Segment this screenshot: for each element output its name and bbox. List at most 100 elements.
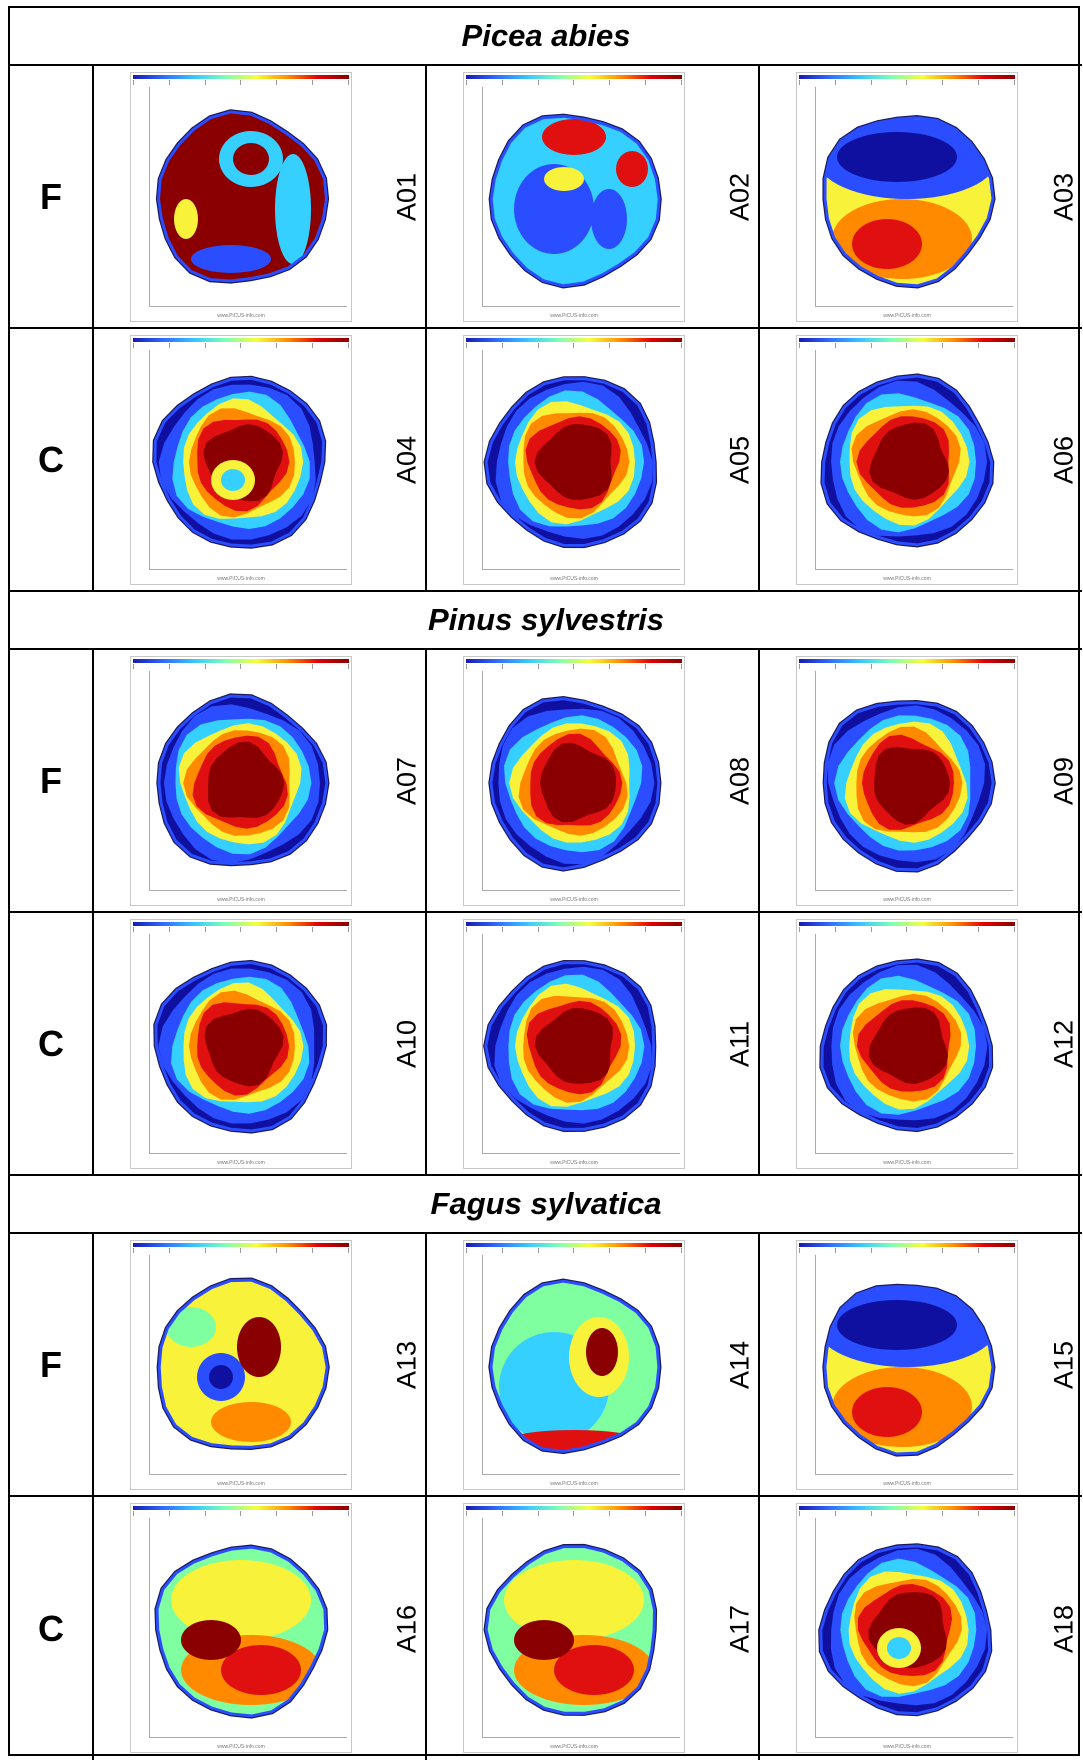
sample-id: A08 xyxy=(724,756,755,805)
tomogram-plot: www.PiCUS-info.com xyxy=(463,335,685,585)
sample-id: A13 xyxy=(391,1340,422,1389)
x-axis xyxy=(482,1153,680,1154)
tomogram-plot: www.PiCUS-info.com xyxy=(796,1503,1018,1753)
row-label: C xyxy=(10,1497,94,1760)
website-label: www.PiCUS-info.com xyxy=(217,897,265,903)
x-axis xyxy=(815,1153,1013,1154)
tomogram-image xyxy=(820,373,995,548)
color-scale-bar xyxy=(466,1506,682,1510)
tomogram-cell: www.PiCUS-info.com A17 xyxy=(427,1497,760,1760)
x-axis xyxy=(482,569,680,570)
y-axis xyxy=(149,350,150,570)
website-label: www.PiCUS-info.com xyxy=(217,1160,265,1166)
y-axis xyxy=(149,1255,150,1475)
x-axis xyxy=(815,306,1013,307)
row-label: C xyxy=(10,913,94,1176)
tomogram-image xyxy=(154,1544,329,1719)
website-label: www.PiCUS-info.com xyxy=(550,897,598,903)
stem-outline xyxy=(483,1543,658,1716)
sample-id: A12 xyxy=(1048,1019,1079,1068)
row-label: F xyxy=(10,1234,94,1497)
y-axis xyxy=(815,350,816,570)
x-axis xyxy=(149,306,347,307)
tomogram-cell: www.PiCUS-info.com A18 xyxy=(760,1497,1082,1760)
color-scale-bar xyxy=(799,922,1015,926)
sample-id: A14 xyxy=(724,1340,755,1389)
tomogram-image xyxy=(488,1278,662,1455)
tomogram-cell: www.PiCUS-info.com A08 xyxy=(427,650,760,913)
x-axis xyxy=(149,890,347,891)
x-axis xyxy=(149,1737,347,1738)
tomogram-cell: www.PiCUS-info.com A15 xyxy=(760,1234,1082,1497)
y-axis xyxy=(149,934,150,1154)
y-axis xyxy=(482,1518,483,1738)
sample-id: A04 xyxy=(391,435,422,484)
species-header: Fagus sylvatica xyxy=(10,1176,1082,1234)
sample-id: A17 xyxy=(724,1604,755,1653)
stem-outline xyxy=(152,375,327,549)
website-label: www.PiCUS-info.com xyxy=(883,576,931,582)
tomogram-cell: www.PiCUS-info.com A03 xyxy=(760,66,1082,329)
stem-outline xyxy=(154,1544,329,1719)
y-axis xyxy=(482,1255,483,1475)
tomogram-image xyxy=(822,114,996,289)
tomogram-cell: www.PiCUS-info.com A16 xyxy=(94,1497,427,1760)
website-label: www.PiCUS-info.com xyxy=(883,1160,931,1166)
color-scale-bar xyxy=(466,922,682,926)
website-label: www.PiCUS-info.com xyxy=(550,1160,598,1166)
tomogram-image xyxy=(155,109,330,284)
tomogram-plot: www.PiCUS-info.com xyxy=(130,919,352,1169)
stem-outline xyxy=(819,958,994,1133)
color-scale-bar xyxy=(133,922,349,926)
row-label: C xyxy=(10,329,94,592)
color-scale-bar xyxy=(799,75,1015,79)
tomogram-image xyxy=(156,1277,330,1451)
tomogram-image xyxy=(822,699,996,873)
y-axis xyxy=(149,1518,150,1738)
tomogram-plot: www.PiCUS-info.com xyxy=(130,72,352,322)
sample-id: A18 xyxy=(1048,1604,1079,1653)
x-axis xyxy=(815,1474,1013,1475)
color-scale-bar xyxy=(466,338,682,342)
stem-outline xyxy=(483,959,657,1133)
tomogram-cell: www.PiCUS-info.com A11 xyxy=(427,913,760,1176)
website-label: www.PiCUS-info.com xyxy=(217,1481,265,1487)
sample-id: A03 xyxy=(1048,172,1079,221)
website-label: www.PiCUS-info.com xyxy=(217,1744,265,1750)
tomogram-cell: www.PiCUS-info.com A01 xyxy=(94,66,427,329)
x-axis xyxy=(149,569,347,570)
tomogram-plot: www.PiCUS-info.com xyxy=(796,1240,1018,1490)
tomogram-plot: www.PiCUS-info.com xyxy=(463,72,685,322)
x-axis xyxy=(149,1474,347,1475)
website-label: www.PiCUS-info.com xyxy=(883,313,931,319)
tomogram-cell: www.PiCUS-info.com A12 xyxy=(760,913,1082,1176)
row-label: F xyxy=(10,66,94,329)
stem-outline xyxy=(818,1543,993,1717)
tomogram-plot: www.PiCUS-info.com xyxy=(796,335,1018,585)
tomogram-image xyxy=(156,693,330,867)
color-scale-bar xyxy=(799,1506,1015,1510)
tomogram-plot: www.PiCUS-info.com xyxy=(130,656,352,906)
color-scale-bar xyxy=(799,1243,1015,1247)
stem-outline xyxy=(155,109,330,284)
sample-id: A09 xyxy=(1048,756,1079,805)
tomogram-plot: www.PiCUS-info.com xyxy=(463,1503,685,1753)
tomogram-image xyxy=(488,113,662,289)
sample-id: A11 xyxy=(724,1020,755,1067)
website-label: www.PiCUS-info.com xyxy=(883,897,931,903)
stem-outline xyxy=(153,959,328,1134)
tomogram-cell: www.PiCUS-info.com A05 xyxy=(427,329,760,592)
x-axis xyxy=(482,1474,680,1475)
sample-id: A16 xyxy=(391,1604,422,1653)
sample-id: A05 xyxy=(724,435,755,484)
stem-outline xyxy=(488,1278,662,1455)
sample-id: A06 xyxy=(1048,435,1079,484)
y-axis xyxy=(149,671,150,891)
color-scale-bar xyxy=(466,1243,682,1247)
y-axis xyxy=(482,350,483,570)
stem-outline xyxy=(483,376,658,549)
y-axis xyxy=(482,934,483,1154)
color-scale-bar xyxy=(133,659,349,663)
tomogram-image xyxy=(153,959,328,1134)
